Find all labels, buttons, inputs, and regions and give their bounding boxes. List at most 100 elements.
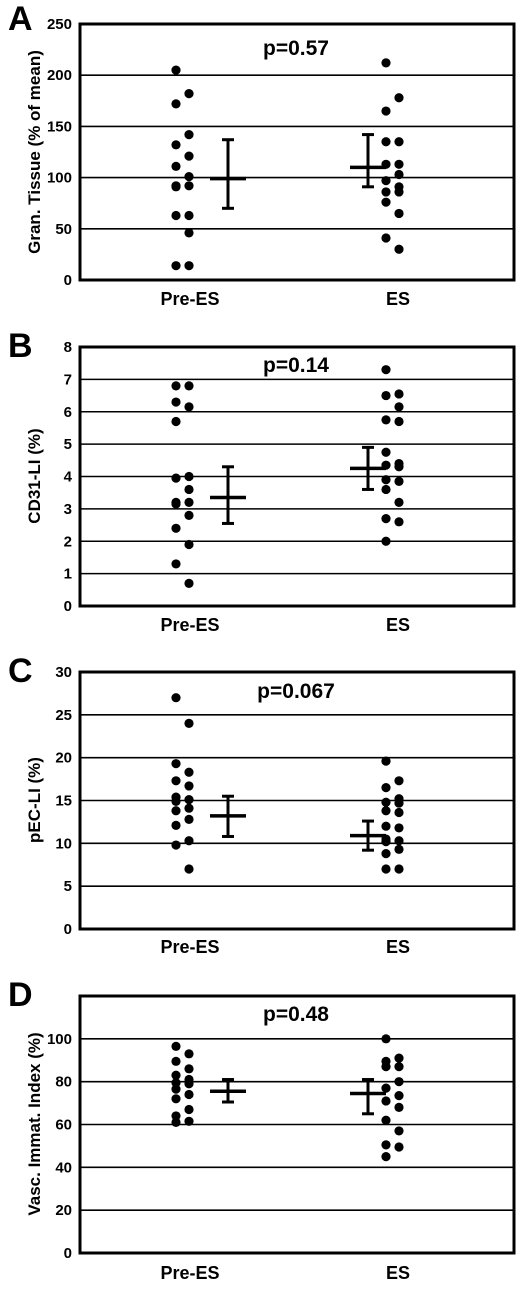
data-point bbox=[171, 1078, 181, 1088]
y-tick-label: 6 bbox=[64, 404, 72, 421]
data-point bbox=[184, 151, 194, 161]
y-axis-label: CD31-LI (%) bbox=[25, 428, 44, 523]
x-category-label: ES bbox=[386, 937, 410, 957]
data-point bbox=[381, 756, 391, 766]
y-tick-label: 0 bbox=[64, 921, 72, 938]
data-point bbox=[381, 365, 391, 375]
data-point bbox=[394, 864, 404, 874]
data-point bbox=[394, 416, 404, 427]
data-point bbox=[171, 820, 181, 830]
y-tick-label: 20 bbox=[55, 1202, 72, 1219]
y-tick-label: 0 bbox=[64, 272, 72, 289]
data-point bbox=[184, 1064, 194, 1074]
data-point bbox=[394, 169, 404, 180]
data-point bbox=[171, 473, 181, 483]
panel-letter: C bbox=[8, 652, 33, 690]
data-point bbox=[381, 197, 391, 207]
data-point bbox=[184, 129, 194, 140]
data-point bbox=[184, 864, 194, 874]
data-point bbox=[171, 499, 181, 509]
data-point bbox=[171, 759, 181, 769]
data-point bbox=[171, 1084, 181, 1094]
data-point bbox=[184, 1079, 194, 1089]
data-point bbox=[381, 1034, 391, 1044]
data-point bbox=[171, 416, 181, 427]
data-point bbox=[184, 181, 194, 191]
y-axis-label: Gran. Tissue (% of mean) bbox=[25, 50, 44, 254]
data-point bbox=[381, 137, 391, 147]
data-point bbox=[171, 1056, 181, 1066]
y-tick-label: 30 bbox=[55, 664, 72, 681]
data-point bbox=[394, 462, 404, 472]
x-category-label: Pre-ES bbox=[160, 615, 219, 635]
data-point bbox=[381, 187, 391, 197]
data-point bbox=[184, 1049, 194, 1059]
data-point bbox=[394, 137, 404, 147]
plot-frame bbox=[78, 994, 516, 1255]
data-point bbox=[171, 1070, 181, 1080]
x-category-label: ES bbox=[386, 289, 410, 309]
data-point bbox=[171, 1041, 181, 1051]
data-point bbox=[394, 798, 404, 808]
y-tick-label: 0 bbox=[64, 598, 72, 615]
y-tick-label: 3 bbox=[64, 501, 72, 518]
data-point bbox=[381, 797, 391, 807]
data-point bbox=[184, 718, 194, 729]
y-tick-label: 40 bbox=[55, 1159, 72, 1176]
data-point bbox=[171, 381, 181, 391]
data-point bbox=[394, 776, 404, 786]
data-point bbox=[394, 1126, 404, 1136]
data-point bbox=[381, 106, 391, 116]
data-point bbox=[381, 837, 391, 847]
y-tick-label: 2 bbox=[64, 533, 72, 550]
data-point bbox=[184, 795, 194, 805]
data-point bbox=[184, 261, 194, 271]
y-axis-label: pEC-LI (%) bbox=[25, 757, 44, 843]
data-point bbox=[171, 796, 181, 806]
panel-letter: D bbox=[8, 976, 33, 1014]
data-point bbox=[184, 471, 194, 482]
data-point bbox=[381, 1152, 391, 1162]
data-point bbox=[394, 1053, 404, 1063]
p-value-annotation: p=0.067 bbox=[257, 680, 335, 703]
data-point bbox=[171, 1117, 181, 1127]
data-point bbox=[184, 381, 194, 391]
data-point bbox=[184, 1104, 194, 1115]
p-value-annotation: p=0.57 bbox=[263, 37, 329, 60]
data-point bbox=[381, 233, 391, 243]
data-point bbox=[171, 1111, 181, 1121]
data-point bbox=[394, 1062, 404, 1072]
y-tick-label: 250 bbox=[47, 16, 72, 33]
data-point bbox=[394, 836, 404, 846]
data-point bbox=[394, 187, 404, 197]
y-tick-label: 8 bbox=[64, 339, 72, 356]
data-point bbox=[171, 140, 181, 150]
data-point bbox=[171, 397, 181, 407]
y-tick-label: 20 bbox=[55, 750, 72, 767]
data-point bbox=[184, 814, 194, 824]
data-point bbox=[171, 210, 181, 221]
data-point bbox=[381, 783, 391, 793]
data-point bbox=[171, 559, 181, 569]
data-point bbox=[171, 161, 181, 171]
data-point bbox=[394, 208, 404, 219]
data-point bbox=[184, 767, 194, 777]
data-point bbox=[184, 89, 194, 99]
data-point bbox=[171, 65, 181, 75]
p-value-annotation: p=0.14 bbox=[263, 354, 329, 377]
data-point bbox=[184, 228, 194, 238]
data-point bbox=[394, 244, 404, 254]
plot-frame bbox=[78, 670, 516, 931]
data-point bbox=[381, 806, 391, 816]
panel-letter: B bbox=[8, 327, 33, 365]
p-value-annotation: p=0.48 bbox=[263, 1003, 329, 1026]
data-point bbox=[171, 261, 181, 271]
data-point bbox=[381, 1062, 391, 1072]
data-point bbox=[381, 849, 391, 859]
y-tick-label: 5 bbox=[64, 878, 72, 895]
data-point bbox=[381, 1083, 391, 1093]
data-point bbox=[394, 1090, 404, 1101]
data-point bbox=[394, 497, 404, 507]
data-point bbox=[184, 497, 194, 507]
